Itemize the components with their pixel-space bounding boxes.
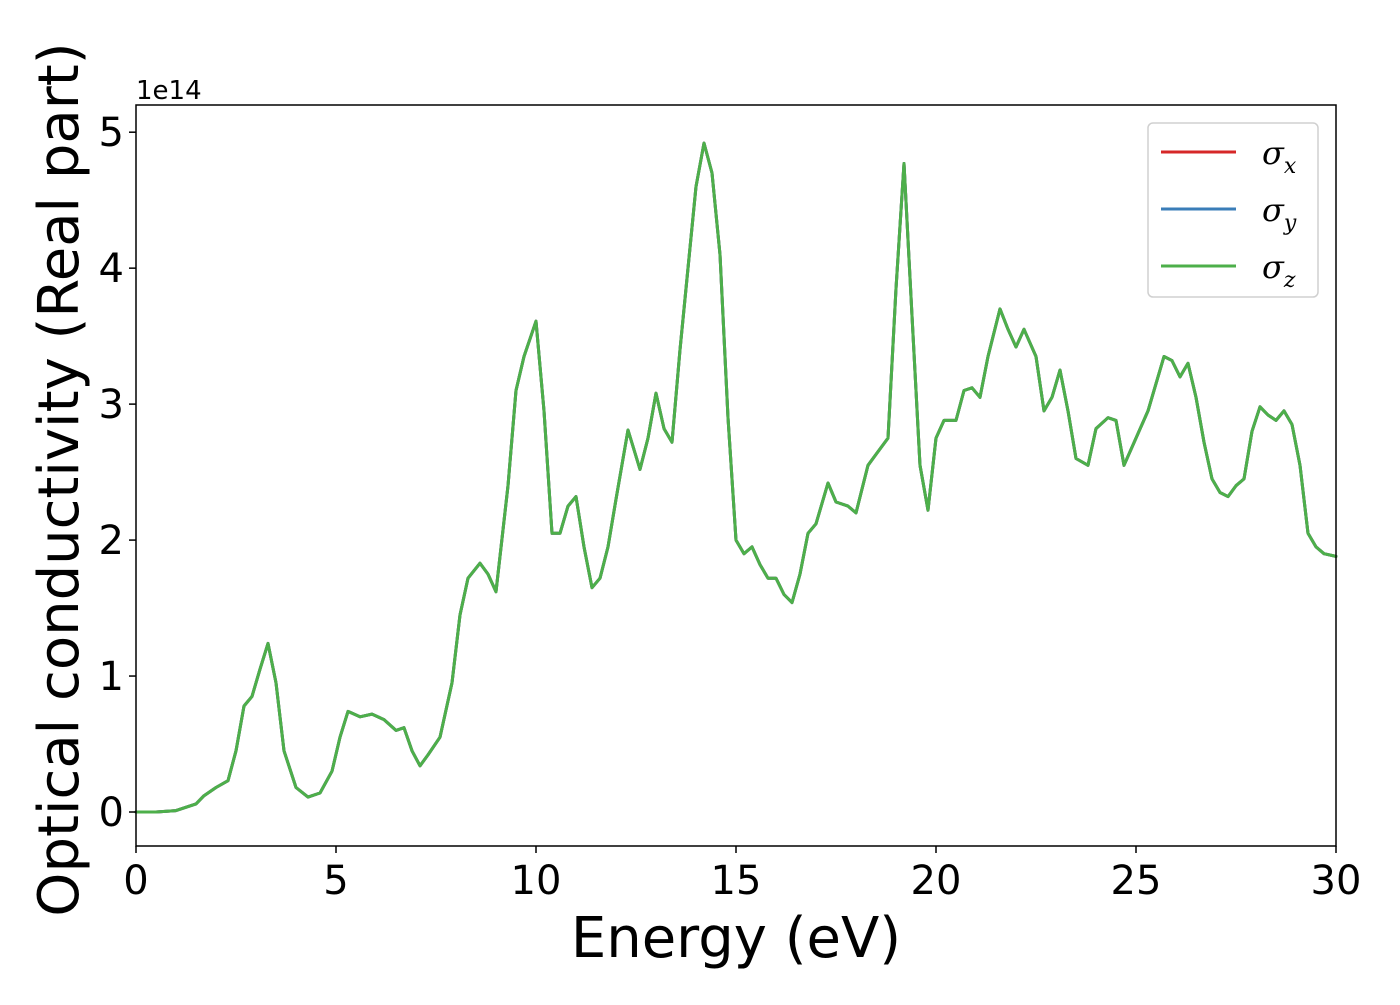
y-tick-label: 1 bbox=[99, 654, 124, 700]
y-tick-label: 0 bbox=[99, 790, 124, 836]
y-axis-ticks: 0 1 2 3 4 5 bbox=[99, 110, 136, 836]
y-tick-label: 5 bbox=[99, 110, 124, 156]
x-tick-label: 10 bbox=[511, 858, 562, 904]
x-tick-label: 20 bbox=[911, 858, 962, 904]
series-line-2 bbox=[134, 141, 1338, 814]
x-tick-label: 0 bbox=[123, 858, 148, 904]
x-tick-label: 25 bbox=[1111, 858, 1162, 904]
legend: σx σy σz bbox=[1147, 122, 1319, 298]
y-axis-label: Optical conductivity (Real part) bbox=[27, 42, 92, 916]
legend-label-2: σz bbox=[1262, 248, 1296, 293]
x-tick-label: 15 bbox=[711, 858, 762, 904]
y-axis-offset-label: 1e14 bbox=[136, 76, 202, 106]
x-axis-ticks: 0 5 10 15 20 25 30 bbox=[123, 846, 1361, 904]
legend-label-1: σy bbox=[1262, 191, 1297, 236]
y-tick-label: 2 bbox=[99, 518, 124, 564]
y-tick-label: 4 bbox=[99, 246, 124, 292]
series-layer bbox=[134, 141, 1338, 814]
legend-label-0: σx bbox=[1262, 134, 1297, 179]
x-axis-label: Energy (eV) bbox=[571, 906, 901, 971]
x-tick-label: 5 bbox=[323, 858, 348, 904]
x-tick-label: 30 bbox=[1311, 858, 1362, 904]
y-tick-label: 3 bbox=[99, 382, 124, 428]
